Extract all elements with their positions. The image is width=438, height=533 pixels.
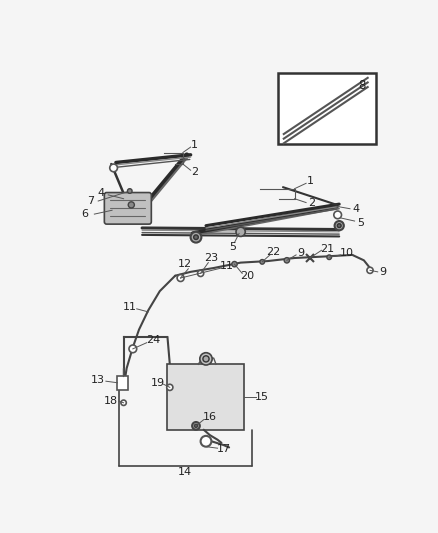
Text: 6: 6 — [81, 209, 88, 219]
Circle shape — [198, 270, 204, 277]
Circle shape — [200, 353, 212, 365]
Bar — [278, 73, 376, 144]
Text: 23: 23 — [204, 253, 219, 263]
Text: 15: 15 — [255, 392, 269, 401]
Circle shape — [194, 235, 198, 239]
Text: 2: 2 — [308, 198, 315, 207]
Circle shape — [177, 274, 184, 281]
Circle shape — [194, 424, 198, 427]
Circle shape — [201, 436, 212, 447]
Text: 11: 11 — [220, 262, 234, 271]
Circle shape — [335, 221, 344, 230]
Circle shape — [167, 384, 173, 391]
Text: 4: 4 — [97, 188, 104, 198]
Text: 8: 8 — [359, 79, 366, 92]
FancyBboxPatch shape — [104, 192, 151, 224]
Circle shape — [192, 422, 200, 430]
Bar — [167, 364, 244, 430]
Text: 1: 1 — [307, 176, 314, 186]
Text: 7: 7 — [87, 196, 94, 206]
Text: 9: 9 — [297, 248, 304, 257]
Text: 10: 10 — [340, 248, 354, 259]
Text: 19: 19 — [150, 378, 165, 387]
Text: 5: 5 — [357, 217, 364, 228]
Text: 13: 13 — [90, 375, 104, 385]
Circle shape — [127, 189, 132, 193]
Circle shape — [334, 211, 342, 219]
Circle shape — [129, 345, 137, 353]
Circle shape — [236, 227, 245, 237]
Text: 20: 20 — [240, 271, 254, 281]
Text: 22: 22 — [266, 247, 280, 257]
Circle shape — [110, 164, 117, 172]
Text: 14: 14 — [178, 467, 192, 477]
Circle shape — [367, 267, 373, 273]
Circle shape — [128, 202, 134, 208]
Text: 21: 21 — [320, 244, 334, 254]
Text: 2: 2 — [191, 167, 198, 177]
Circle shape — [260, 260, 265, 264]
Circle shape — [284, 257, 290, 263]
Text: 24: 24 — [146, 335, 160, 345]
Text: 11: 11 — [123, 302, 137, 312]
Text: 1: 1 — [191, 140, 198, 150]
Text: 17: 17 — [217, 444, 231, 454]
Text: 4: 4 — [353, 204, 360, 214]
Circle shape — [327, 255, 332, 260]
Text: 18: 18 — [104, 396, 118, 406]
Circle shape — [121, 400, 126, 406]
Circle shape — [337, 224, 341, 228]
Circle shape — [232, 262, 237, 267]
Text: 16: 16 — [203, 413, 217, 422]
Bar — [117, 376, 128, 390]
Text: 9: 9 — [380, 267, 387, 277]
Circle shape — [203, 356, 209, 362]
Text: 5: 5 — [230, 242, 237, 252]
Text: 12: 12 — [177, 259, 191, 269]
Circle shape — [191, 232, 201, 243]
